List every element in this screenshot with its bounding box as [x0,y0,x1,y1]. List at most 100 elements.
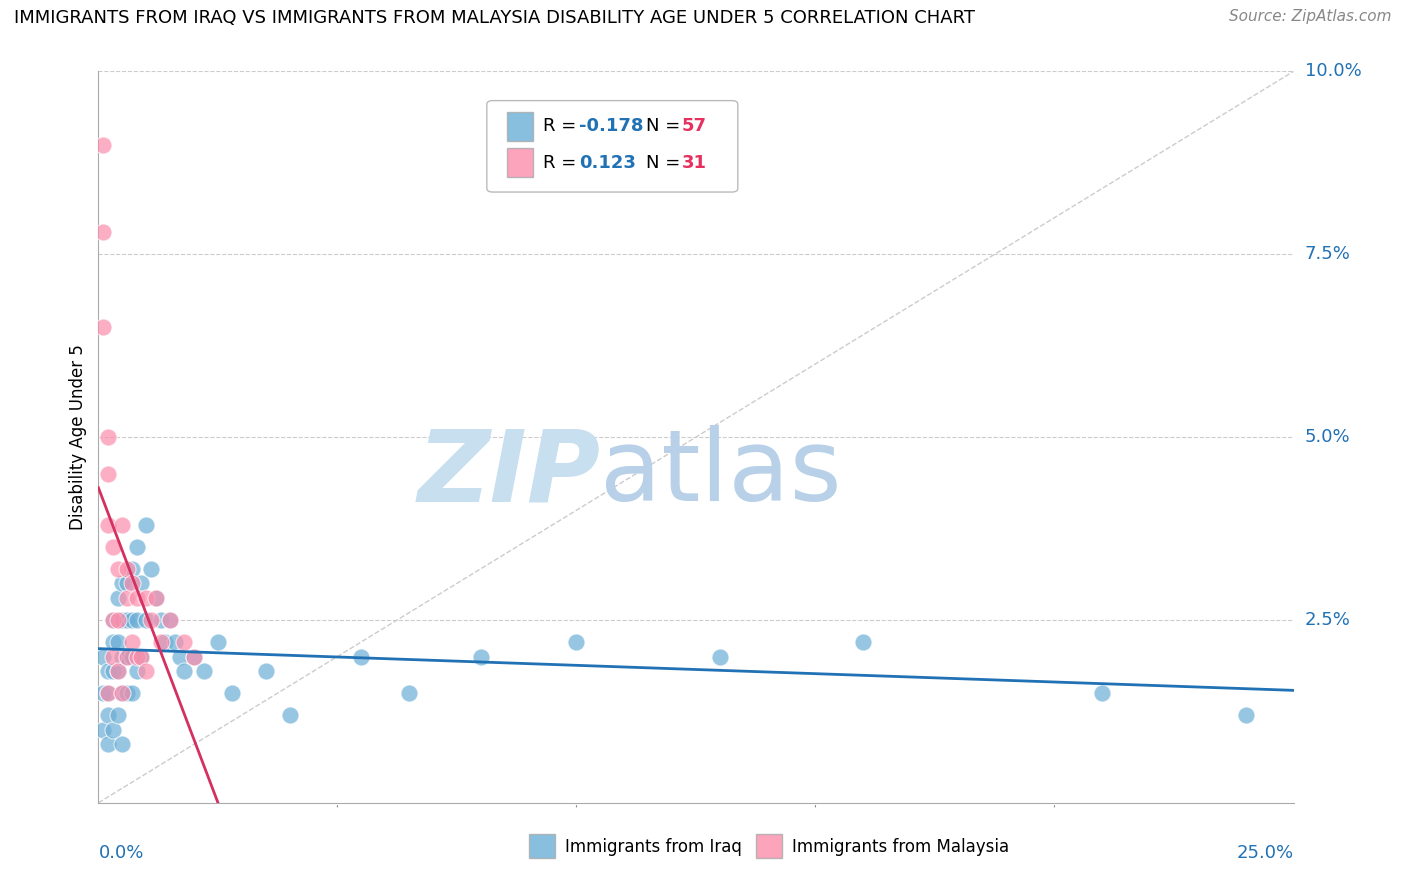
Text: 7.5%: 7.5% [1305,245,1351,263]
Text: ZIP: ZIP [418,425,600,522]
Point [115,649,138,664]
FancyBboxPatch shape [486,101,738,192]
Point [121,635,143,649]
Point [159,613,181,627]
Point [115,576,138,591]
FancyBboxPatch shape [756,834,782,858]
Point [97,708,120,723]
Point [159,613,181,627]
Point [139,613,162,627]
Text: 0.0%: 0.0% [98,845,143,863]
Point [101,613,124,627]
Text: Immigrants from Malaysia: Immigrants from Malaysia [792,838,1008,855]
Point [135,591,157,605]
Point [91,686,114,700]
Point [91,723,114,737]
Point [97,686,120,700]
Point [149,613,172,627]
Point [149,635,172,649]
Point [115,649,138,664]
Point [91,649,114,664]
Text: -0.178: -0.178 [579,117,644,136]
Point [139,562,162,576]
Point [107,708,129,723]
Point [709,649,731,664]
Point [131,649,153,664]
FancyBboxPatch shape [508,112,533,141]
Point [107,562,129,576]
Point [135,664,157,678]
Point [97,467,120,481]
Point [107,664,129,678]
Y-axis label: Disability Age Under 5: Disability Age Under 5 [69,344,87,530]
FancyBboxPatch shape [529,834,555,858]
Point [183,649,205,664]
Point [565,635,588,649]
Point [193,664,215,678]
Point [111,649,134,664]
Point [221,686,243,700]
Point [125,664,148,678]
Point [107,613,129,627]
Point [101,540,124,554]
Point [121,649,143,664]
Point [101,635,124,649]
Point [278,708,301,723]
Point [115,613,138,627]
Point [97,737,120,751]
Point [131,576,153,591]
Point [97,517,120,532]
Point [852,635,875,649]
Point [97,686,120,700]
Point [121,562,143,576]
Point [125,540,148,554]
Text: R =: R = [543,117,582,136]
Point [101,723,124,737]
Point [125,613,148,627]
Point [398,686,420,700]
Text: Immigrants from Iraq: Immigrants from Iraq [565,838,741,855]
Text: 0.123: 0.123 [579,153,636,172]
Text: 31: 31 [682,153,707,172]
Text: 2.5%: 2.5% [1305,611,1351,629]
Point [350,649,373,664]
Point [163,635,186,649]
Point [107,635,129,649]
Text: IMMIGRANTS FROM IRAQ VS IMMIGRANTS FROM MALAYSIA DISABILITY AGE UNDER 5 CORRELAT: IMMIGRANTS FROM IRAQ VS IMMIGRANTS FROM … [14,9,974,27]
Point [169,649,191,664]
Text: atlas: atlas [600,425,842,522]
Point [121,576,143,591]
Point [97,664,120,678]
Point [1091,686,1114,700]
Point [115,562,138,576]
Point [1234,708,1257,723]
Point [121,613,143,627]
Text: N =: N = [645,153,686,172]
Point [101,613,124,627]
Point [131,649,153,664]
Point [91,320,114,334]
Point [91,137,114,152]
Point [107,664,129,678]
Point [125,649,148,664]
Text: 25.0%: 25.0% [1236,845,1294,863]
Point [135,613,157,627]
Point [111,613,134,627]
Point [125,591,148,605]
Point [91,225,114,239]
Point [97,430,120,444]
Point [155,635,177,649]
Point [115,686,138,700]
Point [111,686,134,700]
Point [173,635,195,649]
Text: Source: ZipAtlas.com: Source: ZipAtlas.com [1229,9,1392,24]
Point [173,664,195,678]
Text: 57: 57 [682,117,707,136]
Point [111,517,134,532]
Point [145,591,167,605]
Point [111,737,134,751]
FancyBboxPatch shape [508,148,533,178]
Point [135,517,157,532]
Text: R =: R = [543,153,582,172]
Point [111,576,134,591]
